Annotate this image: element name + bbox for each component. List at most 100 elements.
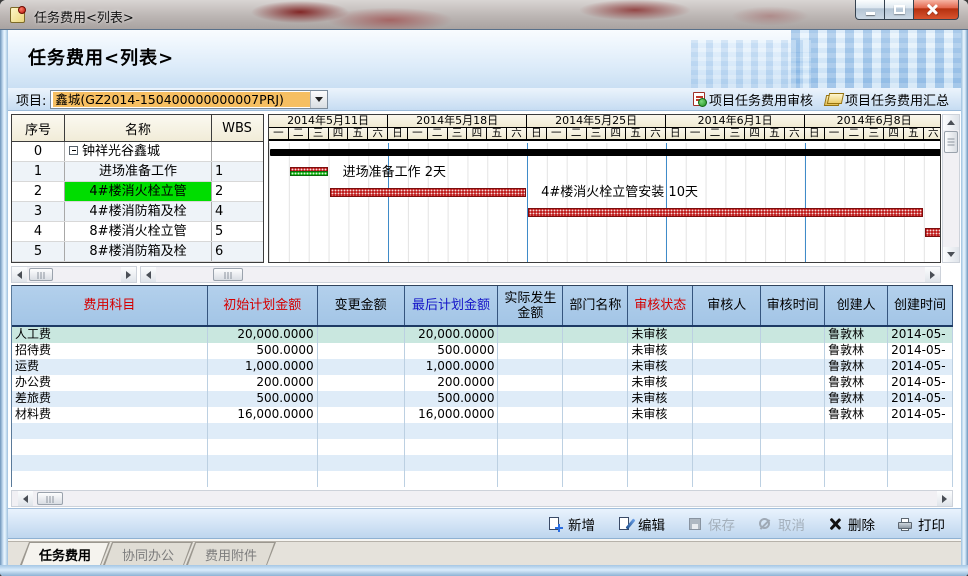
scroll-up-button[interactable] [943, 115, 959, 130]
cost-row[interactable]: 办公费 200.0000 200.0000 未审核 鲁敦林 2014-05- [12, 375, 954, 391]
scrollbar-thumb[interactable] [37, 492, 63, 505]
scroll-right-button[interactable] [121, 267, 136, 282]
project-cost-summary-link[interactable]: 项目任务费用汇总 [825, 90, 949, 109]
cost-table-hscrollbar[interactable] [11, 490, 953, 507]
project-cost-audit-link[interactable]: 项目任务费用审核 [692, 90, 813, 109]
week-boundary-line [805, 143, 807, 262]
cost-cell [405, 455, 499, 471]
scroll-left-button[interactable] [18, 491, 33, 506]
week-boundary-line [388, 143, 390, 262]
gantt-progress-bar[interactable] [289, 167, 328, 176]
task-name-cell[interactable]: 进场准备工作 [65, 162, 212, 181]
task-seq-cell: 3 [12, 202, 65, 221]
project-combobox[interactable]: 鑫城(GZ2014-150400000000007PRJ) [50, 89, 329, 109]
print-button[interactable]: 打印 [897, 514, 945, 534]
edit-icon [617, 516, 636, 532]
cost-column-header[interactable]: 初始计划金额 [208, 286, 318, 325]
combo-dropdown-button[interactable] [310, 90, 328, 108]
cost-row[interactable]: 材料费 16,000.0000 16,000.0000 未审核 鲁敦林 2014-05- [12, 407, 954, 423]
scroll-left-button[interactable] [141, 267, 156, 282]
gantt-day-label: 三 [447, 128, 468, 141]
title-bar[interactable]: 任务费用<列表> [0, 0, 968, 30]
cost-cell [825, 471, 889, 487]
collapse-icon[interactable] [69, 146, 78, 155]
task-column-header[interactable]: 序号 [12, 115, 65, 141]
scroll-left-button[interactable] [12, 267, 27, 282]
edit-button[interactable]: 编辑 [617, 514, 665, 534]
maximize-button[interactable] [884, 0, 914, 20]
cost-row[interactable]: 运费 1,000.0000 1,000.0000 未审核 鲁敦林 2014-05- [12, 359, 954, 375]
tab-任务费用[interactable]: 任务费用 [20, 542, 110, 565]
gantt-task-bar[interactable] [528, 208, 924, 217]
maximize-icon [894, 5, 905, 14]
scroll-right-button[interactable] [925, 267, 940, 282]
cost-column-header[interactable]: 最后计划金额 [405, 286, 499, 325]
task-name-cell[interactable]: 8#楼消防箱及栓 [65, 242, 212, 261]
cost-cell [628, 423, 694, 439]
scroll-down-button[interactable] [943, 247, 959, 262]
task-row[interactable]: 0 钟祥光谷鑫城 [12, 142, 263, 162]
task-name-cell[interactable]: 8#楼消火栓立管 [65, 222, 212, 241]
scrollbar-thumb[interactable] [29, 268, 53, 281]
scroll-right-button[interactable] [937, 491, 952, 506]
cost-cell [498, 471, 564, 487]
cost-row[interactable]: 人工费 20,000.0000 20,000.0000 未审核 鲁敦林 2014-05- [12, 327, 954, 343]
task-name-cell[interactable]: 4#楼消火栓立管 [65, 182, 212, 201]
cost-cell: 500.0000 [405, 343, 499, 359]
cost-column-header[interactable]: 实际发生金额 [498, 286, 564, 325]
gantt-vertical-scrollbar[interactable] [942, 114, 960, 263]
cost-column-header[interactable]: 创建时间 [888, 286, 954, 325]
tab-费用附件[interactable]: 费用附件 [186, 542, 276, 565]
minimize-button[interactable] [855, 0, 885, 20]
cost-column-header[interactable]: 审核人 [693, 286, 762, 325]
gantt-day-label: 三 [864, 128, 885, 141]
cost-cell [888, 423, 954, 439]
gantt-day-label: 六 [507, 128, 527, 141]
gantt-week-header: 2014年5月11日 2014年5月18日 2014年5月25日 2014年6月1日 2… [269, 115, 940, 128]
cost-cell [318, 471, 405, 487]
task-row[interactable]: 1 进场准备工作 1 [12, 162, 263, 182]
gantt-day-label: 一 [824, 128, 845, 141]
cost-cell [693, 327, 762, 343]
action-label: 新增 [568, 517, 595, 534]
task-column-header[interactable]: 名称 [65, 115, 212, 141]
cost-column-header[interactable]: 费用科目 [12, 286, 208, 325]
cost-cell [825, 439, 889, 455]
task-column-header[interactable]: WBS [222, 120, 252, 136]
tab-协同办公[interactable]: 协同办公 [103, 542, 193, 565]
close-button[interactable] [913, 0, 959, 20]
gantt-task-bar[interactable] [329, 188, 527, 197]
task-name-cell[interactable]: 钟祥光谷鑫城 [65, 142, 212, 161]
task-row[interactable]: 5 8#楼消防箱及栓 6 [12, 242, 263, 262]
cost-row[interactable]: 招待费 500.0000 500.0000 未审核 鲁敦林 2014-05- [12, 343, 954, 359]
add-button[interactable]: 新增 [547, 514, 595, 534]
cost-row[interactable]: 差旅费 500.0000 500.0000 未审核 鲁敦林 2014-05- [12, 391, 954, 407]
cost-column-header[interactable]: 部门名称 [563, 286, 629, 325]
task-row[interactable]: 2 4#楼消火栓立管 2 [12, 182, 263, 202]
task-row[interactable]: 4 8#楼消火栓立管 5 [12, 222, 263, 242]
scrollbar-thumb[interactable] [944, 131, 958, 153]
scrollbar-thumb[interactable] [213, 268, 243, 281]
cost-column-header[interactable]: 审核时间 [761, 286, 826, 325]
task-name-cell[interactable]: 4#楼消防箱及栓 [65, 202, 212, 221]
cost-cell: 未审核 [628, 407, 694, 423]
gantt-task-bar[interactable] [925, 228, 940, 237]
cost-cell: 2014-05- [888, 391, 954, 407]
gantt-summary-bar[interactable] [270, 149, 940, 156]
delete-icon [827, 516, 843, 532]
cost-column-header[interactable]: 变更金额 [318, 286, 405, 325]
task-row[interactable]: 3 4#楼消防箱及栓 4 [12, 202, 263, 222]
cost-cell [693, 407, 762, 423]
cost-column-header[interactable]: 审核状态 [628, 286, 694, 325]
cancel-icon [757, 516, 773, 532]
cost-cell [498, 423, 564, 439]
cost-column-header[interactable]: 创建人 [825, 286, 889, 325]
gantt-day-label: 五 [904, 128, 924, 141]
gantt-hscrollbar[interactable] [140, 266, 941, 283]
cost-cell [208, 455, 318, 471]
gantt-week-label: 2014年5月11日 [269, 115, 389, 128]
task-wbs-cell [212, 142, 262, 161]
gantt-grid: 进场准备工作 2天 4#楼消火栓立管安装 10天 [269, 143, 940, 262]
delete-button[interactable]: 删除 [827, 514, 875, 534]
task-list-hscrollbar[interactable] [11, 266, 137, 283]
